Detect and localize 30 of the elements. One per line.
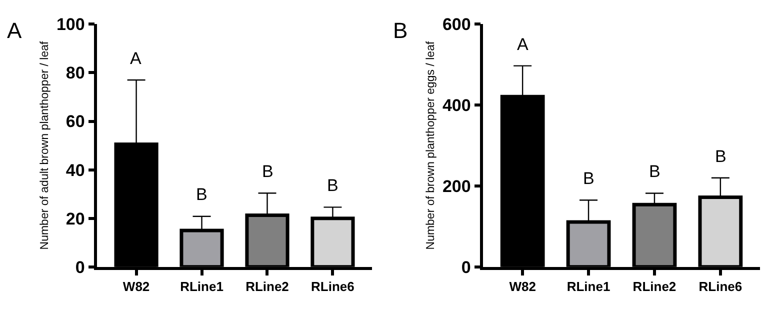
chart-title: A <box>7 18 22 43</box>
x-tick-label: RLine2 <box>246 279 289 294</box>
y-tick-label: 100 <box>56 15 85 34</box>
x-tick-label: W82 <box>509 279 536 294</box>
annotation: B <box>262 162 274 181</box>
chart-title: B <box>393 18 408 43</box>
annotation: A <box>130 49 142 68</box>
x-tick-label: RLine2 <box>632 279 676 294</box>
y-tick-label: 0 <box>461 258 471 277</box>
y-tick-label: 600 <box>442 15 471 34</box>
annotation: B <box>649 162 660 181</box>
x-tick-label: RLine6 <box>698 279 742 294</box>
y-tick-label: 200 <box>442 176 471 196</box>
y-tick-label: 60 <box>66 112 85 132</box>
y-tick-label: 400 <box>442 96 471 116</box>
x-tick-label: RLine1 <box>180 279 224 294</box>
y-tick-label: 20 <box>66 209 85 228</box>
annotation: B <box>327 176 338 195</box>
x-tick-label: W82 <box>122 279 150 294</box>
y-tick-label: 80 <box>66 64 85 83</box>
y-axis-title: Number of brown planthopper eggs / leaf <box>424 40 437 250</box>
annotation: B <box>196 185 208 204</box>
annotation: B <box>715 147 726 166</box>
y-axis-title: Number of adult brown planthopper / leaf <box>38 40 51 250</box>
y-tick-label: 0 <box>75 258 85 277</box>
x-tick-label: RLine6 <box>311 279 354 294</box>
x-tick-label: RLine1 <box>566 279 610 294</box>
y-tick-label: 40 <box>66 160 85 180</box>
annotation: B <box>583 169 594 188</box>
annotation: A <box>517 35 529 54</box>
